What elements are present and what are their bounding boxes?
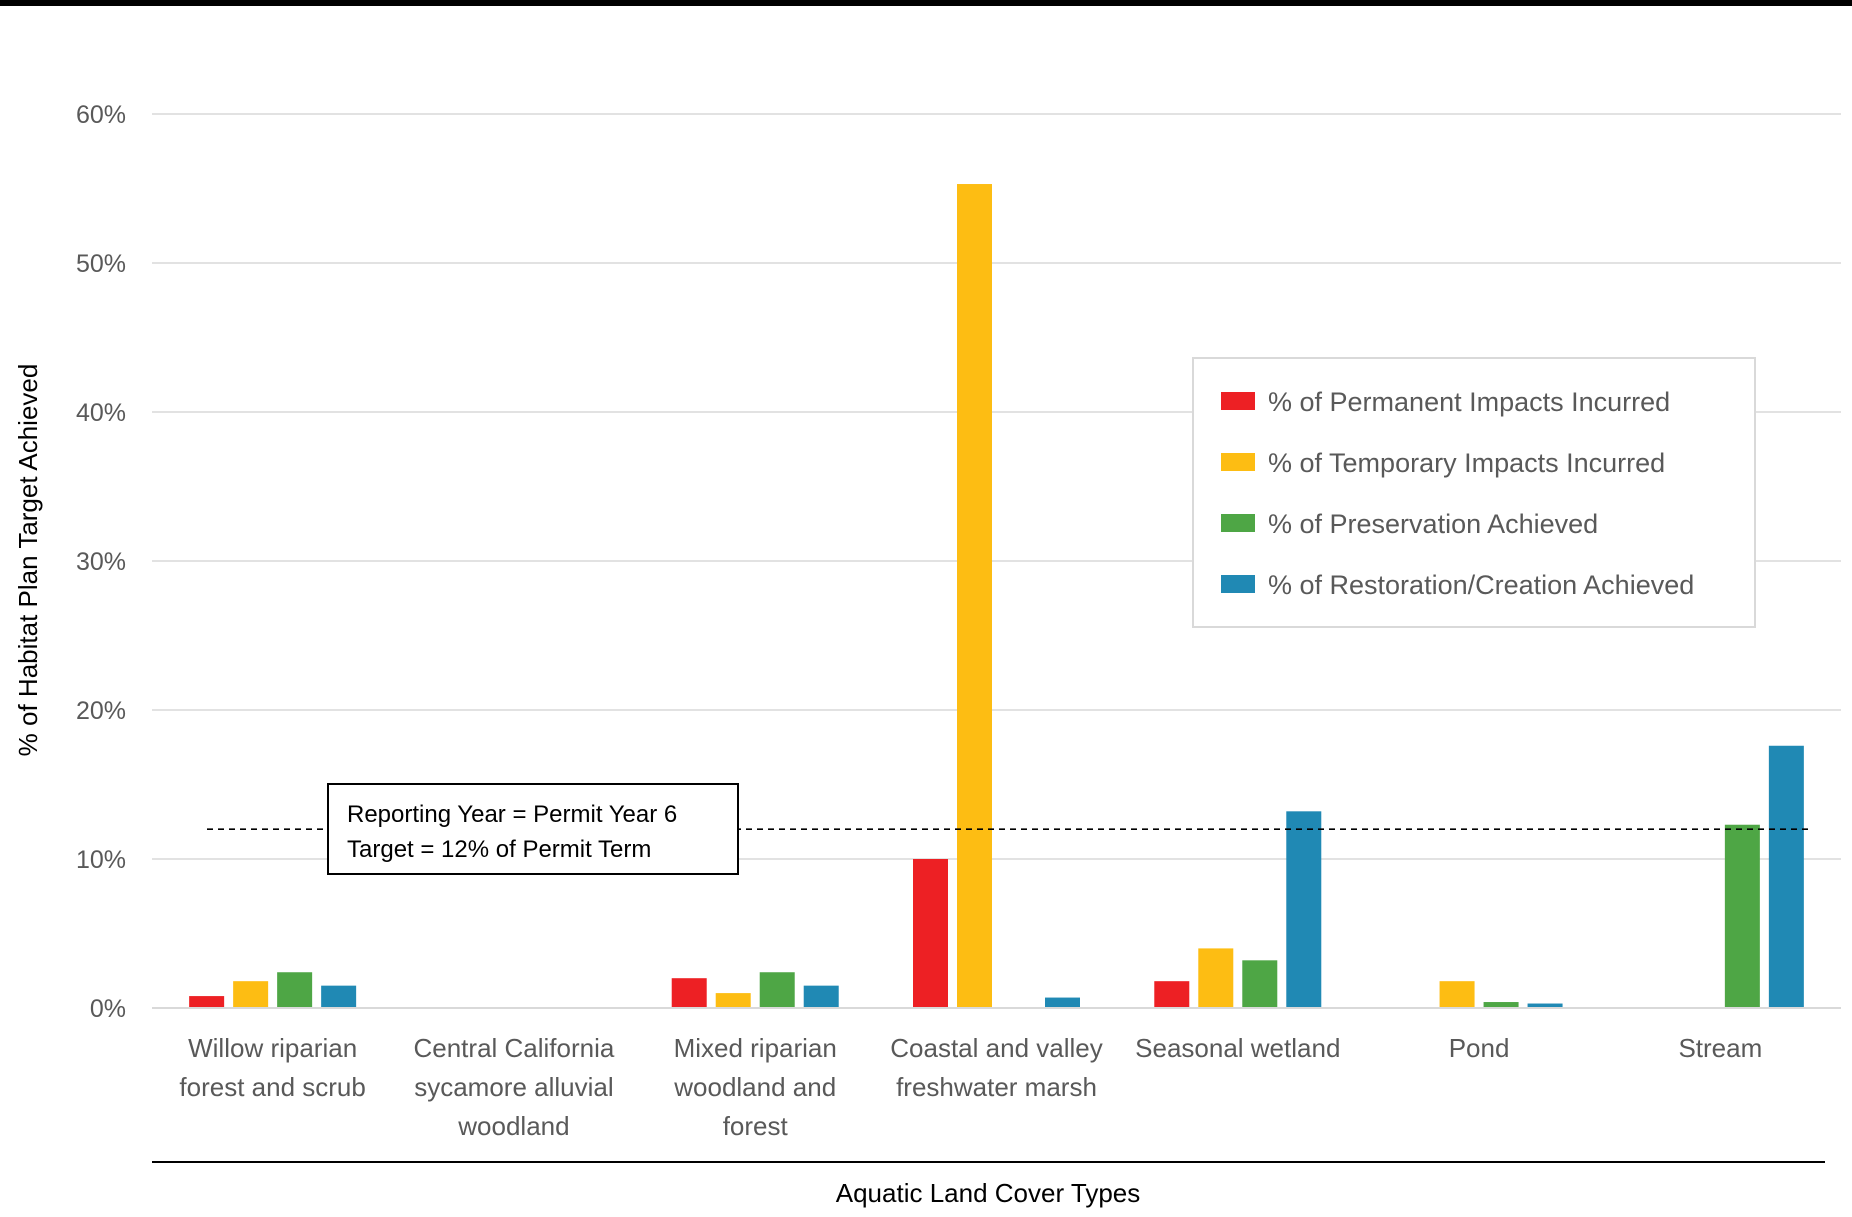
y-tick-label: 20% — [76, 697, 126, 725]
x-category-label: freshwater marsh — [896, 1072, 1097, 1102]
x-category-label: Pond — [1449, 1033, 1510, 1063]
bar — [1768, 745, 1804, 1008]
bar — [1198, 948, 1234, 1008]
legend-swatch — [1221, 392, 1255, 410]
target-annotation-box: Reporting Year = Permit Year 6 Target = … — [327, 783, 739, 875]
annotation-line-1: Reporting Year = Permit Year 6 — [347, 801, 677, 828]
x-category-label: Mixed riparian — [674, 1033, 837, 1063]
bar — [189, 996, 225, 1008]
x-category-label: Coastal and valley — [890, 1033, 1102, 1063]
bar — [1242, 960, 1278, 1008]
x-category-label: Stream — [1678, 1033, 1762, 1063]
bars — [189, 184, 1804, 1008]
bar — [1286, 811, 1322, 1008]
y-tick-label: 50% — [76, 250, 126, 278]
bar — [1439, 981, 1475, 1008]
y-axis-ticks: 0% 10% 20% 30% 40% 50% 60% — [76, 101, 126, 1023]
bar — [321, 985, 357, 1008]
bar — [1154, 981, 1190, 1008]
bar — [277, 972, 313, 1008]
x-category-label: woodland and — [673, 1072, 836, 1102]
bar — [803, 985, 839, 1008]
legend-frame — [1192, 357, 1756, 628]
x-axis-category-labels: Willow riparian forest and scrub Central C… — [179, 1033, 1762, 1141]
bar — [233, 981, 269, 1008]
bar — [913, 859, 948, 1008]
x-category-label: woodland — [457, 1111, 569, 1141]
legend-swatch — [1221, 575, 1255, 593]
bar — [1724, 824, 1760, 1008]
legend-label: % of Restoration/Creation Achieved — [1268, 570, 1694, 600]
y-tick-label: 40% — [76, 399, 126, 427]
y-tick-label: 0% — [90, 995, 126, 1023]
y-tick-label: 60% — [76, 101, 126, 129]
legend-label: % of Preservation Achieved — [1268, 509, 1598, 539]
top-border — [0, 0, 1852, 6]
y-tick-label: 10% — [76, 846, 126, 874]
bar — [715, 993, 751, 1008]
legend-label: % of Permanent Impacts Incurred — [1268, 387, 1670, 417]
y-axis-title: % of Habitat Plan Target Achieved — [13, 364, 43, 757]
annotation-frame — [327, 783, 739, 875]
bar — [957, 184, 992, 1008]
bar — [1483, 1002, 1519, 1008]
legend: % of Permanent Impacts Incurred % of Temp… — [1192, 357, 1756, 628]
bar — [759, 972, 795, 1008]
x-category-label: forest and scrub — [179, 1072, 365, 1102]
x-category-label: Seasonal wetland — [1135, 1033, 1340, 1063]
x-category-label: forest — [723, 1111, 789, 1141]
annotation-line-2: Target = 12% of Permit Term — [347, 836, 651, 863]
y-tick-label: 30% — [76, 548, 126, 576]
x-axis-title: Aquatic Land Cover Types — [836, 1178, 1140, 1208]
bar — [1045, 997, 1080, 1008]
bar — [671, 978, 707, 1008]
gridlines — [152, 113, 1841, 860]
legend-swatch — [1221, 514, 1255, 532]
x-category-label: Willow riparian — [188, 1033, 357, 1063]
bar — [1527, 1003, 1563, 1008]
legend-label: % of Temporary Impacts Incurred — [1268, 448, 1665, 478]
legend-swatch — [1221, 453, 1255, 471]
x-category-label: Central California — [413, 1033, 614, 1063]
x-category-label: sycamore alluvial — [414, 1072, 613, 1102]
